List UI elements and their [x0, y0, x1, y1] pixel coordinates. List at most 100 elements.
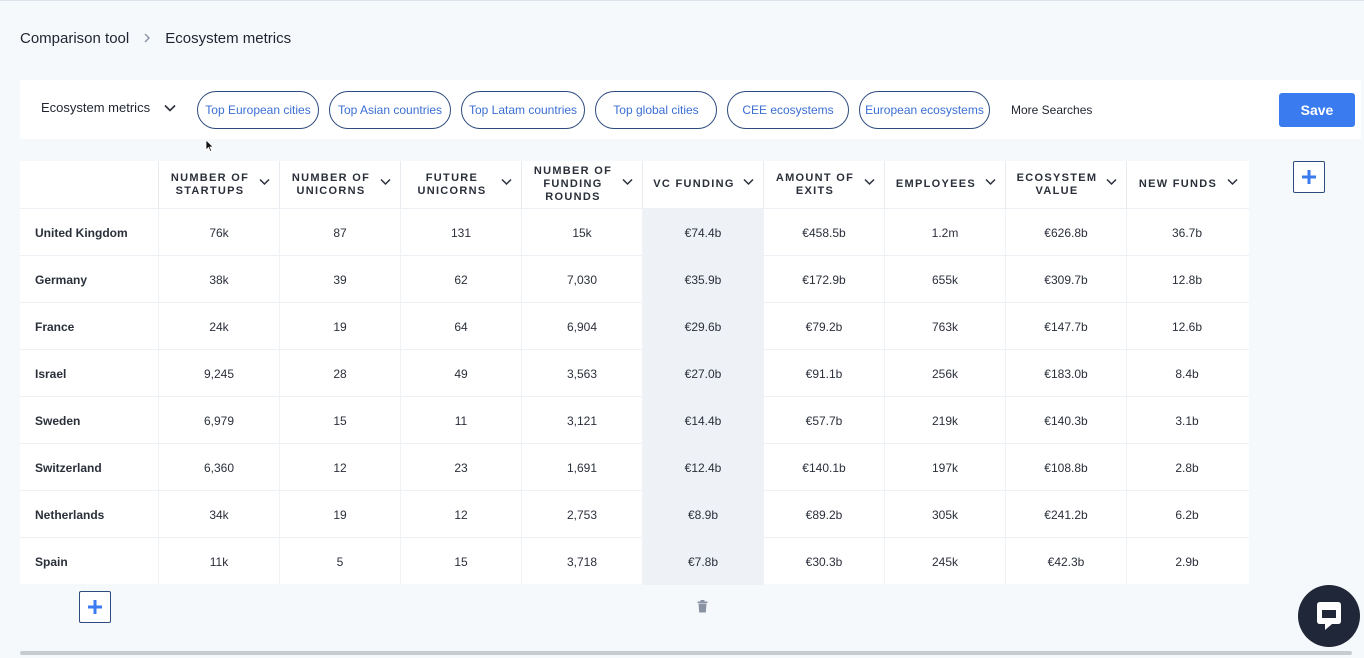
table-cell: €147.7b: [1005, 303, 1126, 350]
chevron-down-icon[interactable]: [743, 178, 754, 186]
header-name-column: [20, 161, 158, 208]
column-header-employees[interactable]: EMPLOYEES: [884, 161, 1005, 208]
column-header-vc-funding[interactable]: VC FUNDING: [642, 161, 763, 208]
table-cell: €57.7b: [763, 397, 884, 444]
column-header-new-funds[interactable]: NEW FUNDS: [1126, 161, 1247, 208]
column-label: EMPLOYEES: [895, 178, 977, 190]
table-cell: 76k: [158, 209, 279, 256]
add-row-button[interactable]: [79, 591, 111, 623]
table-row: Germany 38k 39 62 7,030 €35.9b €172.9b 655k €309…: [20, 255, 1249, 303]
row-name[interactable]: Spain: [35, 554, 68, 569]
table-cell: 2.9b: [1126, 538, 1247, 585]
pill-top-latam-countries[interactable]: Top Latam countries: [461, 91, 585, 129]
column-label: NUMBER OF STARTUPS: [170, 171, 250, 197]
horizontal-scrollbar[interactable]: [20, 651, 1352, 655]
column-header-future-unicorns[interactable]: FUTURE UNICORNS: [400, 161, 521, 208]
table-cell: 197k: [884, 444, 1005, 491]
chevron-down-icon[interactable]: [1106, 178, 1117, 186]
chevron-down-icon[interactable]: [1227, 178, 1238, 186]
table-cell: €91.1b: [763, 350, 884, 397]
row-name[interactable]: Israel: [35, 366, 67, 381]
table-cell: €183.0b: [1005, 350, 1126, 397]
table-cell: 5: [279, 538, 400, 585]
table-cell: 6,360: [158, 444, 279, 491]
table-cell: €89.2b: [763, 491, 884, 538]
chevron-down-icon[interactable]: [985, 178, 996, 186]
table-cell: €626.8b: [1005, 209, 1126, 256]
column-header-ecosystem-value[interactable]: ECOSYSTEM VALUE: [1005, 161, 1126, 208]
column-header-unicorns[interactable]: NUMBER OF UNICORNS: [279, 161, 400, 208]
column-label: NEW FUNDS: [1138, 178, 1218, 190]
column-header-funding-rounds[interactable]: NUMBER OF FUNDING ROUNDS: [521, 161, 642, 208]
plus-icon: [88, 600, 102, 614]
pill-cee-ecosystems[interactable]: CEE ecosystems: [727, 91, 849, 129]
table-cell: €35.9b: [642, 256, 763, 303]
table-cell: 11: [400, 397, 521, 444]
row-name[interactable]: France: [35, 319, 75, 334]
table-cell: 15: [400, 538, 521, 585]
table-cell: 12: [400, 491, 521, 538]
table-cell: 2,753: [521, 491, 642, 538]
column-label: ECOSYSTEM VALUE: [1016, 171, 1098, 197]
table-cell: 1.2m: [884, 209, 1005, 256]
chevron-down-icon[interactable]: [259, 178, 270, 186]
table-cell: €27.0b: [642, 350, 763, 397]
table-cell: 3.1b: [1126, 397, 1247, 444]
chevron-down-icon[interactable]: [864, 178, 875, 186]
column-label: VC FUNDING: [653, 178, 735, 190]
metrics-dropdown[interactable]: Ecosystem metrics: [41, 100, 176, 115]
pill-top-global-cities[interactable]: Top global cities: [595, 91, 717, 129]
plus-icon: [1302, 170, 1316, 184]
table-cell: 39: [279, 256, 400, 303]
table-cell: 34k: [158, 491, 279, 538]
add-column-button[interactable]: [1293, 161, 1325, 193]
table-cell: €74.4b: [642, 209, 763, 256]
table-cell: 256k: [884, 350, 1005, 397]
table-cell: 38k: [158, 256, 279, 303]
row-name[interactable]: Germany: [35, 272, 88, 287]
table-cell: 763k: [884, 303, 1005, 350]
column-header-exits[interactable]: AMOUNT OF EXITS: [763, 161, 884, 208]
table-cell: €42.3b: [1005, 538, 1126, 585]
pill-top-asian-countries[interactable]: Top Asian countries: [329, 91, 451, 129]
table-row: Spain 11k 5 15 3,718 €7.8b €30.3b 245k €42.3b 2.9…: [20, 537, 1249, 585]
chevron-down-icon: [164, 104, 176, 112]
table-cell: €309.7b: [1005, 256, 1126, 303]
pill-top-european-cities[interactable]: Top European cities: [197, 91, 319, 129]
table-cell: €14.4b: [642, 397, 763, 444]
table-row: France 24k 19 64 6,904 €29.6b €79.2b 763k €147.7…: [20, 302, 1249, 350]
row-name[interactable]: Sweden: [35, 413, 81, 428]
table-cell: €8.9b: [642, 491, 763, 538]
more-searches-link[interactable]: More Searches: [1011, 103, 1093, 117]
row-name[interactable]: Netherlands: [35, 507, 105, 522]
table-cell: €7.8b: [642, 538, 763, 585]
row-name[interactable]: Switzerland: [35, 460, 102, 475]
trash-icon[interactable]: [697, 600, 708, 618]
column-header-startups[interactable]: NUMBER OF STARTUPS: [158, 161, 279, 208]
chevron-down-icon[interactable]: [501, 178, 512, 186]
table-row: Switzerland 6,360 12 23 1,691 €12.4b €140.1b 19…: [20, 443, 1249, 491]
breadcrumb: Comparison tool Ecosystem metrics: [20, 28, 291, 48]
table-header: NUMBER OF STARTUPS NUMBER OF UNICORNS FU…: [20, 161, 1249, 208]
table-body: United Kingdom 76k 87 131 15k €74.4b €458.5b 1.…: [20, 208, 1249, 585]
table-cell: 131: [400, 209, 521, 256]
table-cell: 36.7b: [1126, 209, 1247, 256]
table-cell: 62: [400, 256, 521, 303]
table-cell: 1,691: [521, 444, 642, 491]
table-cell: 49: [400, 350, 521, 397]
pill-european-ecosystems[interactable]: European ecosystems: [859, 91, 990, 129]
save-button[interactable]: Save: [1279, 93, 1355, 127]
table-cell: 3,718: [521, 538, 642, 585]
chevron-down-icon[interactable]: [380, 178, 391, 186]
table-cell: 23: [400, 444, 521, 491]
table-cell: 19: [279, 303, 400, 350]
chat-bubble-icon[interactable]: [1298, 585, 1360, 647]
chevron-down-icon[interactable]: [622, 178, 633, 186]
table-cell: 12.6b: [1126, 303, 1247, 350]
table-row: Israel 9,245 28 49 3,563 €27.0b €91.1b 256k €183…: [20, 349, 1249, 397]
table-cell: €241.2b: [1005, 491, 1126, 538]
comparison-table: NUMBER OF STARTUPS NUMBER OF UNICORNS FU…: [20, 161, 1249, 585]
mouse-pointer-icon: [205, 139, 215, 158]
row-name[interactable]: United Kingdom: [35, 225, 128, 240]
breadcrumb-root[interactable]: Comparison tool: [20, 29, 130, 47]
